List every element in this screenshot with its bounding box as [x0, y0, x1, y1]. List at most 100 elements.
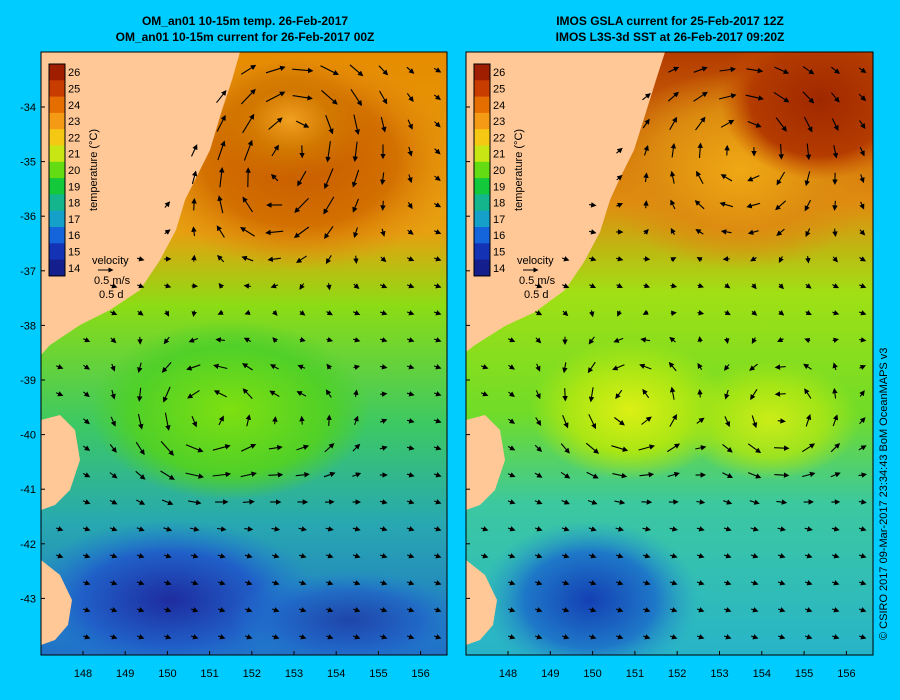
- colorbar-segment: [49, 129, 65, 146]
- current-arrow: [750, 256, 757, 262]
- current-arrow: [669, 386, 676, 400]
- current-arrow: [352, 580, 361, 586]
- current-arrow: [406, 445, 415, 451]
- current-arrow: [805, 283, 812, 289]
- current-arrow: [534, 634, 543, 640]
- current-arrow: [859, 417, 866, 425]
- current-arrow: [55, 364, 64, 370]
- current-arrow: [326, 414, 332, 426]
- current-arrow: [697, 336, 703, 343]
- current-arrow: [831, 580, 840, 586]
- current-arrow: [507, 580, 516, 586]
- current-arrow: [353, 114, 360, 136]
- current-arrow: [535, 310, 543, 316]
- current-arrow: [561, 607, 570, 613]
- velocity-legend-duration: 0.5 d: [524, 289, 548, 301]
- current-arrow: [774, 472, 790, 478]
- current-arrow: [188, 337, 199, 343]
- current-arrow: [406, 256, 415, 262]
- current-arrow: [534, 553, 543, 559]
- current-arrow: [696, 526, 705, 532]
- current-arrow: [240, 88, 256, 105]
- current-arrow: [830, 443, 841, 453]
- current-arrow: [830, 472, 841, 478]
- current-arrow: [858, 67, 867, 74]
- current-arrow: [243, 337, 252, 343]
- current-arrow: [667, 91, 679, 102]
- current-arrow: [805, 228, 811, 237]
- current-arrow: [326, 283, 332, 291]
- current-arrow: [379, 580, 388, 586]
- current-arrow: [265, 91, 286, 103]
- current-arrow: [268, 472, 284, 478]
- colorbar-tick-label: 16: [68, 230, 80, 242]
- current-arrow: [244, 634, 253, 640]
- current-arrow: [805, 256, 811, 264]
- current-arrow: [137, 283, 145, 289]
- current-arrow: [353, 364, 361, 370]
- current-arrow: [588, 336, 595, 345]
- current-arrow: [406, 607, 415, 613]
- current-arrow: [507, 337, 516, 343]
- colorbar-segment: [49, 227, 65, 244]
- current-arrow: [216, 90, 227, 104]
- current-arrow: [136, 607, 145, 613]
- longitude-tick-label: 150: [158, 668, 176, 680]
- current-arrow: [217, 607, 226, 613]
- current-arrow: [434, 121, 441, 128]
- current-arrow: [615, 607, 624, 613]
- current-arrow: [588, 553, 597, 559]
- current-arrow: [562, 362, 568, 374]
- colorbar-tick-label: 24: [68, 100, 80, 112]
- current-arrow: [802, 471, 816, 478]
- current-arrow: [724, 416, 731, 428]
- current-arrow: [353, 337, 361, 343]
- left-cold-water-east: [230, 570, 447, 655]
- current-arrow: [109, 580, 118, 586]
- right-eddy-east: [680, 360, 860, 480]
- current-arrow: [773, 91, 790, 103]
- current-arrow: [109, 499, 118, 505]
- current-arrow: [669, 413, 678, 427]
- current-arrow: [480, 364, 489, 370]
- current-arrow: [534, 472, 543, 478]
- current-arrow: [353, 389, 359, 398]
- current-arrow: [109, 553, 118, 559]
- current-arrow: [55, 553, 64, 559]
- current-arrow: [136, 580, 145, 586]
- current-arrow: [380, 228, 386, 237]
- current-arrow: [747, 443, 762, 454]
- current-arrow: [433, 580, 442, 586]
- current-arrow: [136, 634, 145, 640]
- current-arrow: [352, 310, 361, 316]
- current-arrow: [534, 283, 543, 289]
- left-cool-eddy: [90, 320, 370, 500]
- current-arrow: [272, 416, 278, 425]
- latitude-tick-label: -38: [20, 320, 36, 332]
- current-arrow: [83, 391, 90, 398]
- current-arrow: [433, 337, 442, 343]
- current-arrow: [297, 170, 307, 187]
- current-arrow: [830, 92, 840, 103]
- current-arrow: [639, 363, 652, 370]
- current-arrow: [325, 115, 334, 135]
- colorbar-tick-label: 14: [493, 263, 505, 275]
- current-arrow: [858, 472, 868, 478]
- current-arrow: [832, 362, 838, 371]
- current-arrow: [164, 412, 171, 431]
- current-arrow: [642, 607, 651, 613]
- current-arrow: [379, 553, 388, 559]
- current-arrow: [616, 202, 624, 208]
- left-longitude-axis: 148 149 150 151 152 153 154 155 156: [74, 651, 430, 680]
- colorbar-tick-label: 24: [493, 100, 505, 112]
- current-arrow: [804, 607, 813, 613]
- current-arrow: [693, 66, 708, 73]
- current-arrow: [724, 389, 730, 400]
- current-arrow: [697, 388, 703, 398]
- current-arrow: [832, 256, 838, 263]
- left-map-panel: [41, 52, 447, 655]
- current-arrow: [832, 310, 840, 316]
- current-arrow: [83, 418, 90, 425]
- current-arrow: [244, 526, 254, 532]
- current-arrow: [694, 200, 705, 210]
